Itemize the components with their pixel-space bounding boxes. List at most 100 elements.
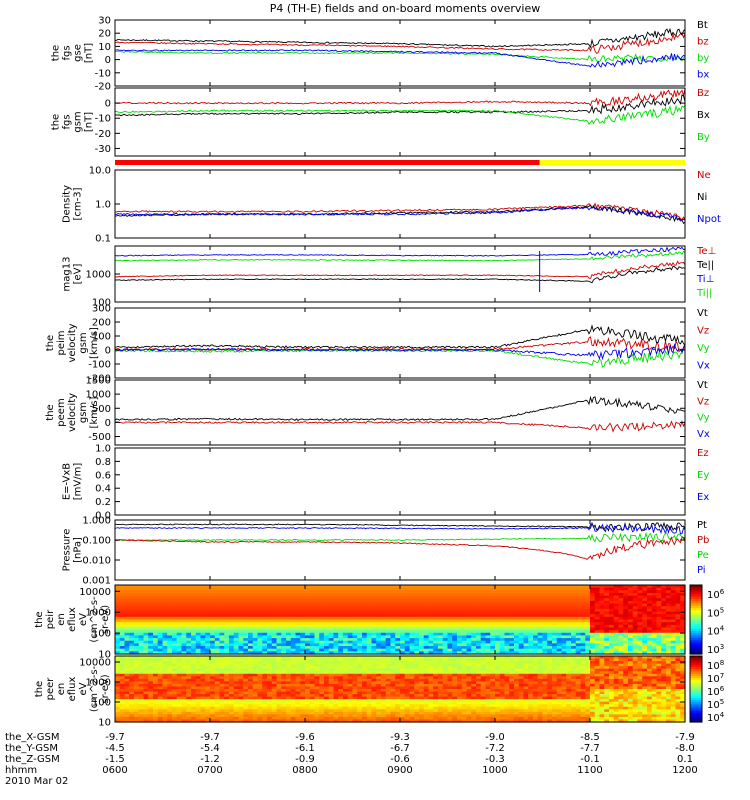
spectrogram-cell: [176, 624, 183, 629]
spectrogram-cell: [300, 646, 306, 650]
spectrogram-cell: [300, 616, 306, 621]
spectrogram-cell: [224, 681, 230, 685]
spectrogram-cell: [566, 630, 572, 634]
spectrogram-cell: [162, 661, 168, 665]
spectrogram-cell: [267, 668, 273, 672]
spectrogram-cell: [233, 603, 240, 607]
spectrogram-cell: [319, 627, 325, 631]
spectrogram-cell: [238, 611, 244, 615]
spectrogram-cell: [447, 622, 453, 626]
spectrogram-cell: [414, 630, 420, 634]
spectrogram-cell: [115, 701, 121, 705]
spectrogram-cell: [195, 627, 202, 631]
spectrogram-cell: [115, 656, 121, 660]
spectrogram-cell: [514, 595, 520, 599]
spectrogram-cell: [172, 711, 178, 715]
spectrogram-cell: [252, 661, 259, 665]
spectrogram-cell: [433, 608, 439, 613]
spectrogram-cell: [613, 606, 620, 610]
spectrogram-cell: [594, 622, 601, 626]
spectrogram-cell: [580, 648, 586, 652]
spectrogram-cell: [229, 648, 235, 652]
spectrogram-cell: [632, 638, 639, 642]
spectrogram-cell: [328, 681, 335, 685]
spectrogram-cell: [566, 598, 572, 602]
spectrogram-cell: [552, 643, 558, 647]
spectrogram-cell: [366, 691, 373, 695]
spectrogram-cell: [167, 624, 173, 629]
spectrogram-cell: [423, 619, 430, 623]
spectrogram-cell: [404, 651, 411, 655]
spectrogram-cell: [523, 600, 529, 605]
spectrogram-cell: [319, 635, 325, 639]
spectrogram-cell: [290, 683, 297, 688]
spectrogram-cell: [186, 719, 192, 723]
spectrogram-cell: [176, 643, 183, 647]
spectrogram-cell: [148, 611, 154, 615]
spectrogram-cell: [599, 598, 605, 602]
spectrogram-cell: [148, 681, 154, 685]
spectrogram-cell: [390, 648, 396, 652]
spectrogram-cell: [642, 646, 648, 650]
spectrogram-cell: [338, 598, 344, 602]
spectrogram-cell: [495, 643, 501, 647]
spectrogram-cell: [224, 638, 230, 642]
spectrogram-cell: [138, 595, 145, 599]
spectrogram-cell: [286, 611, 292, 615]
spectrogram-cell: [409, 624, 415, 629]
spectrogram-cell: [153, 630, 159, 634]
spectrogram-cell: [172, 614, 178, 618]
spectrogram-cell: [366, 666, 373, 670]
spectrogram-cell: [409, 696, 415, 700]
spectrogram-cell: [138, 689, 145, 693]
spectrogram-cell: [423, 683, 430, 688]
spectrogram-cell: [419, 640, 425, 644]
spectrogram-cell: [490, 606, 496, 610]
spectrogram-cell: [552, 632, 558, 637]
spectrogram-cell: [143, 651, 149, 655]
spectrogram-cell: [281, 632, 287, 637]
spectrogram-cell: [248, 598, 254, 602]
spectrogram-cell: [628, 590, 634, 594]
spectrogram-cell: [385, 656, 392, 660]
spectrogram-cell: [319, 658, 325, 662]
spectrogram-cell: [428, 598, 434, 602]
spectrogram-cell: [461, 587, 468, 591]
spectrogram-cell: [347, 585, 354, 589]
spectrogram-cell: [447, 587, 453, 591]
spectrogram-cell: [675, 648, 681, 652]
spectrogram-cell: [129, 619, 135, 623]
spectrogram-cell: [276, 686, 282, 690]
spectrogram-cell: [267, 699, 273, 703]
spectrogram-cell: [613, 616, 620, 621]
spectrogram-cell: [376, 694, 382, 698]
spectrogram-cell: [656, 627, 662, 631]
spectrogram-cell: [214, 590, 221, 594]
spectrogram-cell: [390, 656, 396, 660]
spectrogram-cell: [271, 714, 278, 718]
spectrogram-cell: [205, 608, 211, 613]
spectrogram-cell: [119, 681, 126, 685]
spectrogram-cell: [167, 694, 173, 698]
spectrogram-cell: [409, 638, 415, 642]
spectrogram-cell: [637, 611, 643, 615]
spectrogram-cell: [552, 608, 558, 613]
spectrogram-cell: [309, 648, 316, 652]
spectrogram-cell: [138, 630, 145, 634]
spectrogram-cell: [575, 614, 582, 618]
spectrogram-cell: [276, 592, 282, 597]
spectrogram-cell: [585, 603, 591, 607]
spectrogram-cell: [395, 635, 401, 639]
spectrogram-cell: [442, 694, 449, 698]
spectrogram-cell: [343, 681, 349, 685]
spectrogram-cell: [238, 709, 244, 713]
spectrogram-cell: [262, 608, 268, 613]
spectrogram-cell: [233, 595, 240, 599]
spectrogram-cell: [618, 600, 624, 605]
spectrogram-cell: [328, 711, 335, 715]
spectrogram-cell: [176, 709, 183, 713]
spectrogram-cell: [157, 638, 164, 642]
spectrogram-cell: [442, 658, 449, 662]
spectrogram-cell: [357, 614, 363, 618]
spectrogram-cell: [153, 608, 159, 613]
